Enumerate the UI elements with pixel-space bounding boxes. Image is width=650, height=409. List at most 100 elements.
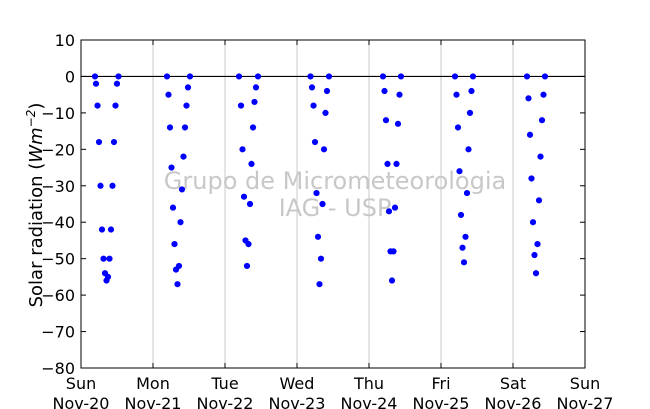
x-tick-date: Nov-27 [557,394,614,409]
vertical-grid-lines [152,40,514,368]
y-tick-label: −80 [41,359,75,378]
data-point [175,262,183,270]
data-point [534,240,541,248]
y-tick-label: −40 [41,213,75,232]
data-point [523,73,531,80]
data-point [459,244,466,251]
data-point [115,73,122,80]
x-tick-weekday: Sat [500,374,526,393]
data-point [322,109,329,116]
data-point [98,226,106,233]
data-point [239,146,246,153]
y-axis-ticks: 10 0 −10 −20 −30 −40 −50 −60 −70 −80 [41,31,585,378]
y-tick-label: 10 [55,31,75,50]
y-axis-label-main: Solar radiation ( [26,163,47,308]
data-point [174,281,181,288]
y-tick-label: 0 [65,67,75,86]
y-tick-label: −10 [41,104,75,123]
data-point [112,102,119,109]
data-point [528,175,535,182]
x-tick-date: Nov-23 [269,394,326,409]
data-point [529,219,537,226]
data-point [163,73,171,80]
data-point [384,160,391,168]
watermark: Grupo de Micrometeorologia IAG - USP [164,167,506,222]
data-point [240,193,248,200]
data-point [457,211,465,219]
data-point [310,102,317,109]
x-tick-date: Nov-25 [413,394,470,409]
y-tick-label: −50 [41,250,75,269]
data-point [397,73,405,80]
data-point [235,73,243,80]
data-point [396,91,403,98]
data-point [251,98,258,106]
data-point [532,270,540,277]
x-tick-date: Nov-21 [125,394,182,409]
data-point [166,124,174,131]
data-point [393,160,400,168]
y-tick-label: −60 [41,286,75,305]
data-point [388,277,396,284]
data-point [451,73,459,80]
x-tick-weekday: Fri [431,374,450,393]
x-axis-ticks: SunNov-20MonNov-21TueNov-22WedNov-23ThuN… [53,40,614,409]
data-point [106,255,113,262]
data-point [541,73,549,80]
data-point [243,262,251,270]
data-point [463,189,471,197]
y-tick-label: −20 [41,140,75,159]
data-point [379,73,387,80]
y-axis-label-exponent: −2 [24,110,38,128]
data-point [165,91,172,98]
data-point [94,102,101,109]
data-point [107,226,115,233]
data-point [308,84,316,91]
data-point [453,91,460,98]
x-tick-weekday: Mon [136,374,170,393]
x-tick-weekday: Sun [570,374,600,393]
data-point [95,138,103,146]
watermark-line-1: Grupo de Micrometeorologia [164,167,506,195]
data-point [254,73,262,80]
data-point [456,168,463,175]
data-point [92,80,100,87]
data-point [468,87,475,95]
data-point [314,233,322,240]
plot-frame [80,39,586,369]
y-axis-label-unit: Wm [26,127,47,162]
data-point [91,73,99,80]
data-point [460,259,468,266]
y-tick-label: −70 [41,323,75,342]
data-point [237,102,245,109]
data-point [381,87,388,95]
data-point [113,80,121,87]
data-point [110,138,118,146]
data-point [180,153,187,160]
x-tick-date: Nov-24 [341,394,398,409]
data-point [177,219,184,226]
data-point [394,120,402,127]
data-point [535,197,543,204]
data-point [307,73,314,80]
data-point [178,186,186,193]
data-point [320,146,328,153]
data-point [526,131,534,138]
x-tick-weekday: Sun [66,374,96,393]
data-point [466,109,474,116]
data-point [317,255,325,262]
data-point [248,160,255,168]
data-point [246,200,254,208]
data-point [465,146,472,153]
data-point [252,84,260,91]
x-tick-date: Nov-20 [53,394,110,409]
x-tick-date: Nov-26 [485,394,542,409]
data-point [319,200,326,208]
data-point [323,87,331,95]
data-point [184,84,192,91]
data-point [183,102,190,109]
data-point [390,248,397,255]
data-point [316,281,323,288]
data-point [469,73,477,80]
data-point [97,182,104,189]
